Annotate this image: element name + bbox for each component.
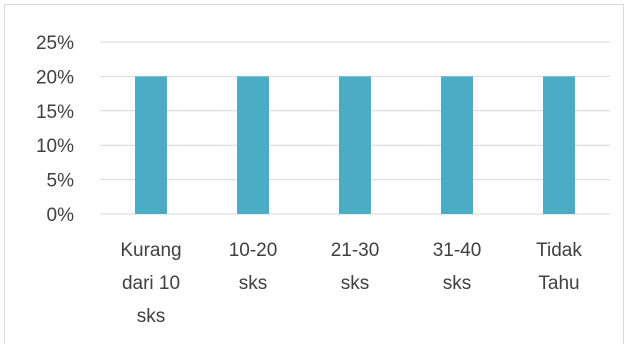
bar: [543, 76, 575, 215]
x-tick-label: 10-20 sks: [229, 240, 278, 294]
y-tick-label: 10%: [36, 136, 74, 157]
x-tick-label: Kurang dari 10 sks: [120, 240, 181, 327]
y-tick-label: 5%: [47, 171, 75, 192]
y-tick-label: 25%: [36, 33, 74, 54]
y-tick-label: 20%: [36, 67, 74, 88]
chart-frame: [4, 4, 624, 344]
bar: [441, 76, 473, 215]
y-tick-label: 0%: [47, 205, 75, 226]
x-tick-label: 21-30 sks: [331, 240, 380, 294]
x-tick-label: 31-40 sks: [433, 240, 482, 294]
x-axis-labels: Kurang dari 10 sks 10-20 sks 21-30 sks 31-40 sks…: [120, 240, 582, 327]
bar: [237, 76, 269, 215]
bar: [339, 76, 371, 215]
y-tick-label: 15%: [36, 102, 74, 123]
y-axis-ticks: 0% 5% 10% 15% 20% 25%: [36, 33, 74, 226]
bars: [135, 76, 575, 215]
x-tick-label: Tidak Tahu: [536, 240, 582, 294]
bar: [135, 76, 167, 215]
